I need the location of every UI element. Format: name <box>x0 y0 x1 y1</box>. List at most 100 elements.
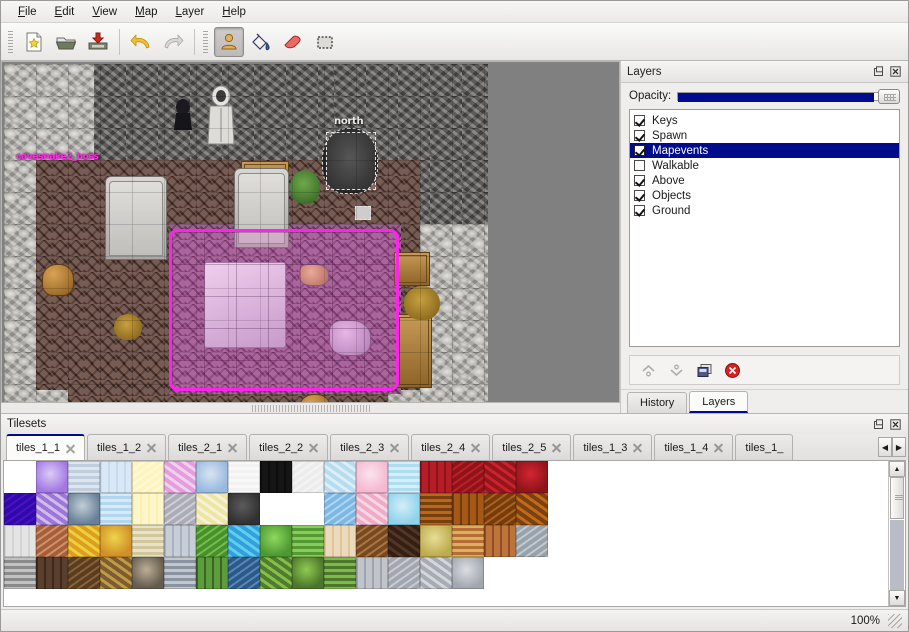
palette-tile[interactable] <box>100 493 132 525</box>
tileset-tab-tiles_1_2[interactable]: tiles_1_2 <box>87 434 167 460</box>
scroll-thumb-lower[interactable] <box>890 520 904 590</box>
palette-tile[interactable] <box>132 493 164 525</box>
layer-row-walkable[interactable]: Walkable <box>630 158 899 173</box>
palette-tile[interactable] <box>324 557 356 589</box>
palette-tile[interactable] <box>260 525 292 557</box>
palette-tile[interactable] <box>484 461 516 493</box>
palette-tile[interactable] <box>68 493 100 525</box>
menu-help[interactable]: Help <box>222 5 246 18</box>
palette-tile[interactable] <box>228 493 260 525</box>
palette-tile[interactable] <box>452 557 484 589</box>
palette-tile[interactable] <box>260 461 292 493</box>
palette-tile[interactable] <box>484 525 516 557</box>
event-marker-north[interactable] <box>326 132 376 190</box>
layer-visibility-checkbox[interactable] <box>634 175 645 186</box>
menu-file[interactable]: File <box>18 5 37 18</box>
resize-grip[interactable] <box>888 613 902 628</box>
palette-tile[interactable] <box>356 461 388 493</box>
scroll-down-button[interactable]: ▼ <box>889 590 905 606</box>
tileset-tab-tiles_2_1[interactable]: tiles_2_1 <box>168 434 248 460</box>
tileset-tab-tiles_1_3[interactable]: tiles_1_3 <box>573 434 653 460</box>
palette-tile[interactable] <box>452 461 484 493</box>
tileset-palette-area[interactable]: ▲ ▼ <box>3 460 906 607</box>
palette-tile[interactable] <box>164 525 196 557</box>
palette-tile[interactable] <box>68 461 100 493</box>
scroll-up-button[interactable]: ▲ <box>889 461 905 477</box>
palette-tile[interactable] <box>420 493 452 525</box>
palette-tile[interactable] <box>356 525 388 557</box>
layer-visibility-checkbox[interactable] <box>634 115 645 126</box>
open-map-button[interactable] <box>51 27 81 57</box>
menu-view[interactable]: View <box>92 5 118 18</box>
palette-tile[interactable] <box>452 525 484 557</box>
palette-tile[interactable] <box>260 557 292 589</box>
layer-row-spawn[interactable]: Spawn <box>630 128 899 143</box>
palette-tile[interactable] <box>420 461 452 493</box>
palette-tile[interactable] <box>132 461 164 493</box>
palette-tile[interactable] <box>260 493 292 525</box>
scroll-track[interactable] <box>889 477 905 590</box>
close-icon[interactable] <box>888 65 902 79</box>
menu-edit[interactable]: Edit <box>54 5 75 18</box>
palette-tile[interactable] <box>388 557 420 589</box>
menu-layer[interactable]: Layer <box>175 5 205 18</box>
palette-tile[interactable] <box>100 461 132 493</box>
palette-tile[interactable] <box>68 557 100 589</box>
palette-tile[interactable] <box>164 557 196 589</box>
tileset-tab-prev-button[interactable]: ◀ <box>878 437 892 457</box>
save-map-button[interactable] <box>83 27 113 57</box>
tile-palette-grid[interactable] <box>4 461 548 606</box>
slider-knob[interactable] <box>878 89 900 104</box>
palette-tile[interactable] <box>356 557 388 589</box>
tileset-tab-tiles_1_partial[interactable]: tiles_1_ <box>735 434 794 460</box>
float-icon[interactable] <box>871 65 885 79</box>
layer-list[interactable]: Keys Spawn Mapevents Walkable Above <box>629 109 900 347</box>
close-icon[interactable] <box>888 417 902 431</box>
palette-tile[interactable] <box>36 557 68 589</box>
layer-visibility-checkbox[interactable] <box>634 130 645 141</box>
palette-tile[interactable] <box>420 557 452 589</box>
tileset-vertical-scrollbar[interactable]: ▲ ▼ <box>888 461 905 606</box>
palette-tile[interactable] <box>132 557 164 589</box>
layer-row-ground[interactable]: Ground <box>630 203 899 218</box>
palette-tile[interactable] <box>420 525 452 557</box>
palette-tile[interactable] <box>484 493 516 525</box>
close-tab-icon[interactable] <box>228 443 237 452</box>
palette-tile[interactable] <box>292 557 324 589</box>
palette-tile[interactable] <box>292 525 324 557</box>
palette-tile[interactable] <box>196 461 228 493</box>
menu-map[interactable]: Map <box>135 5 158 18</box>
layer-row-keys[interactable]: Keys <box>630 113 899 128</box>
scroll-thumb[interactable] <box>890 477 904 519</box>
palette-tile[interactable] <box>324 461 356 493</box>
toolbar-grip-1[interactable] <box>7 28 14 55</box>
palette-tile[interactable] <box>356 493 388 525</box>
close-tab-icon[interactable] <box>714 443 723 452</box>
close-tab-icon[interactable] <box>66 444 75 453</box>
close-tab-icon[interactable] <box>147 443 156 452</box>
palette-tile[interactable] <box>36 493 68 525</box>
layer-visibility-checkbox[interactable] <box>634 190 645 201</box>
layer-row-mapevents[interactable]: Mapevents <box>630 143 899 158</box>
close-tab-icon[interactable] <box>633 443 642 452</box>
palette-tile[interactable] <box>292 461 324 493</box>
undo-button[interactable] <box>126 27 156 57</box>
move-layer-up-button[interactable] <box>638 360 658 380</box>
palette-tile[interactable] <box>100 525 132 557</box>
move-layer-down-button[interactable] <box>666 360 686 380</box>
toolbar-grip-2[interactable] <box>202 28 209 55</box>
tileset-tab-tiles_2_3[interactable]: tiles_2_3 <box>330 434 410 460</box>
palette-tile[interactable] <box>228 525 260 557</box>
new-map-button[interactable] <box>19 27 49 57</box>
palette-tile[interactable] <box>68 525 100 557</box>
palette-tile[interactable] <box>516 461 548 493</box>
palette-tile[interactable] <box>388 493 420 525</box>
palette-tile[interactable] <box>228 557 260 589</box>
palette-tile[interactable] <box>324 493 356 525</box>
layer-visibility-checkbox[interactable] <box>634 145 645 156</box>
palette-tile[interactable] <box>292 493 324 525</box>
palette-tile[interactable] <box>324 525 356 557</box>
fill-tool-button[interactable] <box>246 27 276 57</box>
event-tool-button[interactable] <box>214 26 244 57</box>
close-tab-icon[interactable] <box>309 443 318 452</box>
